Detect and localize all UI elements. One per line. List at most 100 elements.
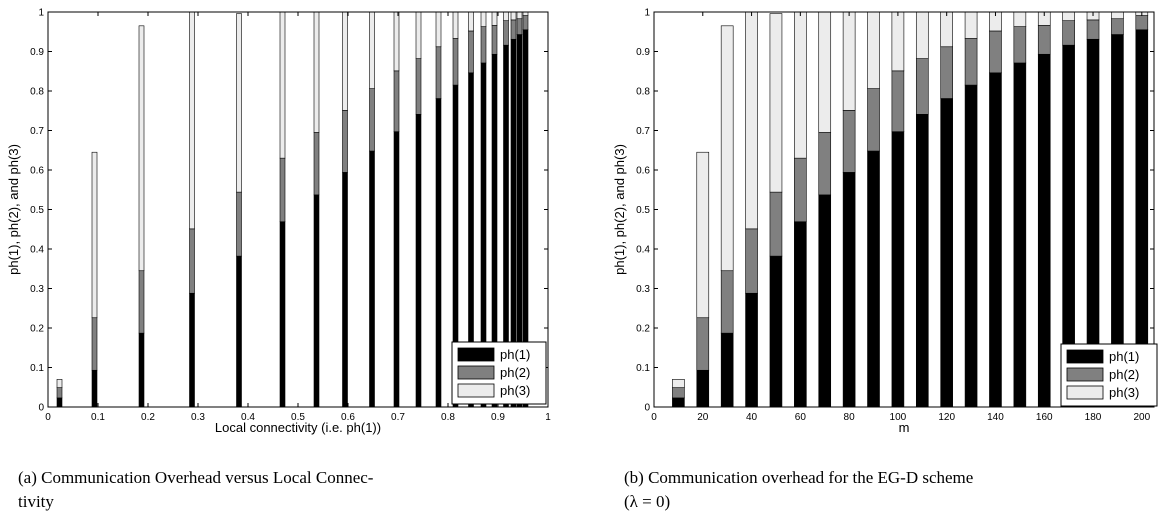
x-tick-label-5: 0.5 <box>291 412 305 423</box>
bar-ph3-14 <box>480 11 487 27</box>
bar-ph1-8 <box>369 150 375 408</box>
y-tick-label-9: 0.9 <box>636 47 650 58</box>
bar-ph2-9 <box>393 70 400 132</box>
bar-ph1-6 <box>818 194 832 408</box>
bar-ph1-1 <box>696 369 710 408</box>
bar-ph1-7 <box>842 172 856 408</box>
x-tick-label-2: 0.2 <box>141 412 155 423</box>
x-tick-label-0: 0 <box>45 412 51 423</box>
bar-ph3-12 <box>452 11 459 39</box>
x-axis-label: Local connectivity (i.e. ph(1)) <box>215 420 381 435</box>
bar-ph3-16 <box>1062 11 1075 21</box>
y-tick-label-4: 0.4 <box>636 245 650 256</box>
y-tick-label-6: 0.6 <box>636 166 650 177</box>
bar-ph2-14 <box>480 26 487 64</box>
bar-ph3-3 <box>745 11 758 230</box>
bar-ph2-7 <box>342 110 348 173</box>
bar-ph1-5 <box>794 221 807 408</box>
x-tick-label-4: 80 <box>844 412 856 423</box>
bar-ph1-0 <box>56 397 63 408</box>
bar-ph1-6 <box>313 194 320 408</box>
bar-ph1-11 <box>435 98 442 408</box>
y-tick-label-5: 0.5 <box>30 205 44 216</box>
y-tick-label-6: 0.6 <box>30 166 44 177</box>
bar-ph1-11 <box>940 98 953 408</box>
bar-ph3-0 <box>672 379 685 388</box>
bar-ph1-15 <box>1037 53 1051 408</box>
y-tick-label-10: 1 <box>644 8 650 19</box>
bar-ph1-8 <box>867 150 880 408</box>
bar-ph2-7 <box>842 110 856 173</box>
y-tick-label-2: 0.2 <box>30 324 44 335</box>
x-tick-label-10: 1 <box>545 412 551 423</box>
bar-ph2-19 <box>522 15 529 31</box>
x-tick-label-8: 0.8 <box>441 412 455 423</box>
x-tick-label-1: 20 <box>697 412 709 423</box>
y-tick-label-1: 0.1 <box>30 363 44 374</box>
legend-label-0: ph(1) <box>1109 349 1139 364</box>
bar-ph3-15 <box>491 11 498 26</box>
bar-ph3-1 <box>696 151 710 319</box>
x-tick-label-10: 200 <box>1133 412 1150 423</box>
bar-ph3-0 <box>56 379 63 388</box>
y-axis-label: ph(1), ph(2), and ph(3) <box>612 144 627 275</box>
bar-ph1-5 <box>279 221 286 408</box>
bar-ph2-18 <box>1111 18 1124 35</box>
bar-ph2-5 <box>794 157 807 223</box>
legend-swatch-1 <box>1066 367 1104 382</box>
bar-ph3-5 <box>279 11 286 159</box>
x-tick-label-4: 0.4 <box>241 412 255 423</box>
y-tick-label-4: 0.4 <box>30 245 44 256</box>
bar-ph2-4 <box>769 191 783 257</box>
bar-ph2-2 <box>720 270 734 334</box>
legend-swatch-2 <box>1066 385 1104 400</box>
bar-ph2-8 <box>369 88 375 152</box>
bar-ph2-17 <box>1086 19 1100 40</box>
legend-label-0: ph(1) <box>500 347 530 362</box>
bar-ph2-18 <box>516 18 523 35</box>
y-tick-label-2: 0.2 <box>636 324 650 335</box>
bar-ph1-2 <box>138 332 145 408</box>
bar-ph2-10 <box>915 58 929 115</box>
x-tick-label-0: 0 <box>651 412 657 423</box>
x-tick-label-6: 120 <box>938 412 955 423</box>
bar-ph1-14 <box>1013 62 1027 408</box>
y-tick-label-8: 0.8 <box>30 87 44 98</box>
bar-ph3-16 <box>503 11 509 21</box>
bar-ph3-2 <box>138 25 145 272</box>
chart-b-svg: 0 0.1 0.2 0.3 0.4 0.5 0.6 0.7 0.8 0.9 1 0 20 40 60 80 10… <box>612 8 1158 435</box>
legend-label-1: ph(2) <box>500 365 530 380</box>
y-tick-label-3: 0.3 <box>30 284 44 295</box>
x-tick-label-7: 140 <box>987 412 1004 423</box>
bar-ph3-11 <box>435 11 442 48</box>
bar-ph2-9 <box>891 70 905 132</box>
bar-ph2-6 <box>313 132 320 196</box>
bar-ph3-10 <box>915 11 929 59</box>
chart-panel-b: 0 0.1 0.2 0.3 0.4 0.5 0.6 0.7 0.8 0.9 1 0 20 40 60 80 10… <box>580 0 1159 518</box>
bar-ph2-8 <box>867 88 880 152</box>
bar-ph3-10 <box>415 11 422 59</box>
bar-ph2-17 <box>510 19 517 40</box>
bar-ph3-13 <box>468 11 474 32</box>
bar-ph2-6 <box>818 132 832 196</box>
bar-ph1-12 <box>964 84 978 408</box>
x-tick-label-6: 0.6 <box>341 412 355 423</box>
legend-label-2: ph(3) <box>1109 385 1139 400</box>
y-tick-label-3: 0.3 <box>636 284 650 295</box>
bar-ph2-1 <box>91 317 98 371</box>
bar-ph3-11 <box>940 11 953 48</box>
bar-ph3-5 <box>794 11 807 159</box>
x-tick-label-9: 180 <box>1085 412 1102 423</box>
bar-ph2-15 <box>1037 25 1051 55</box>
bar-ph1-2 <box>720 332 734 408</box>
bar-ph2-4 <box>236 191 242 257</box>
caption-b: (b) Communication overhead for the EG-D … <box>624 468 974 511</box>
bar-ph2-0 <box>672 387 685 399</box>
legend-swatch-2 <box>457 383 495 398</box>
legend-label-1: ph(2) <box>1109 367 1139 382</box>
chart-a-svg: 0 0.1 0.2 0.3 0.4 0.5 0.6 0.7 0.8 0.9 1 0 0.1 0.2 0.3 0… <box>6 8 551 436</box>
bar-ph1-0 <box>672 397 685 408</box>
bar-ph1-4 <box>236 255 242 408</box>
bar-ph2-13 <box>468 30 474 74</box>
bar-ph2-2 <box>138 270 145 334</box>
